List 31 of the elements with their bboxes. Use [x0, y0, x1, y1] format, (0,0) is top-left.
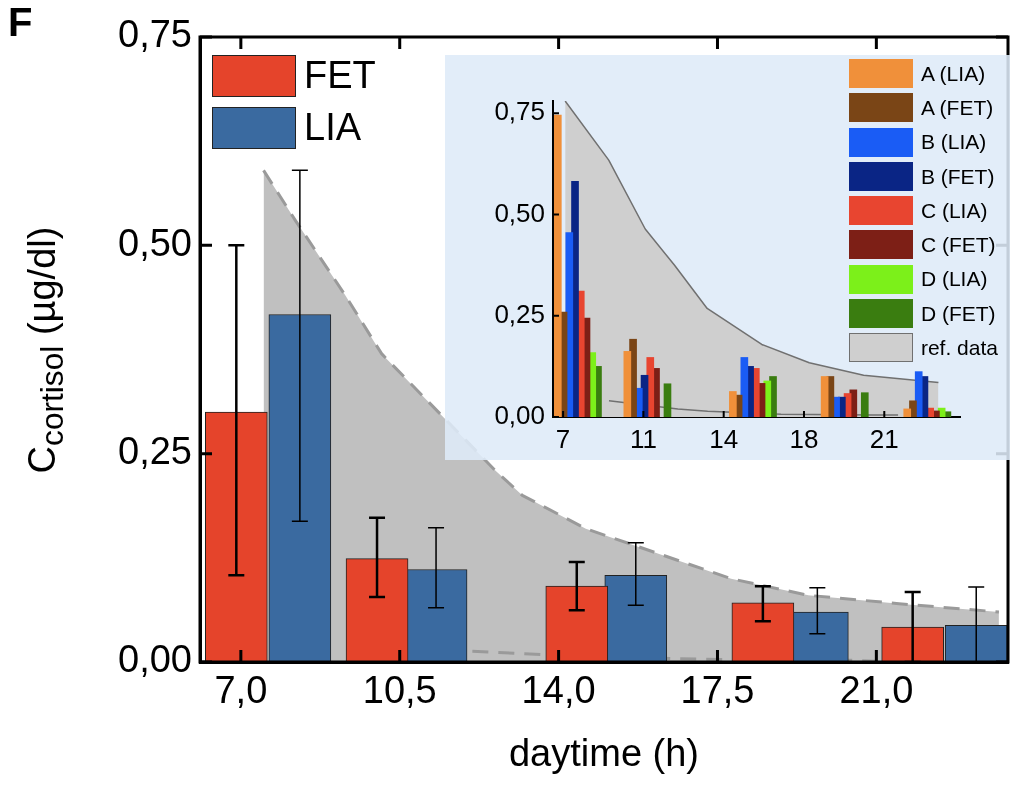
legend-label: C (LIA) [920, 198, 988, 223]
y-tick-label: 0,00 [494, 400, 545, 431]
legend-label: LIA [304, 105, 362, 149]
x-tick-label: 17,5 [680, 669, 755, 712]
y-tick-label: 0,75 [494, 96, 545, 127]
legend-label: B (FET) [920, 164, 995, 188]
legend-label: FET [304, 54, 376, 97]
y-tick-label: 0,50 [494, 197, 545, 228]
x-tick-label: 14 [709, 423, 739, 454]
legend-label: A (FET) [920, 96, 994, 120]
x-tick-label: 21 [869, 423, 899, 454]
legend-label: C (FET) [920, 233, 996, 257]
x-tick-label: 7 [555, 423, 571, 454]
x-axis-title: daytime (h) [508, 731, 700, 774]
legend-label: D (LIA) [920, 267, 988, 291]
y-tick-label: 0,00 [118, 638, 192, 681]
legend-label: D (FET) [920, 301, 996, 325]
x-tick-label: 21,0 [839, 669, 914, 712]
y-tick-label: 0,50 [118, 221, 192, 264]
x-tick-label: 14,0 [521, 669, 596, 712]
legend-label: A (LIA) [920, 61, 986, 86]
x-tick-label: 7,0 [214, 669, 268, 712]
x-tick-label: 18 [789, 423, 819, 454]
legend-label: B (LIA) [920, 130, 987, 154]
x-tick-label: 11 [629, 423, 657, 454]
y-tick-label: 0,25 [118, 430, 192, 473]
legend-label: ref. data [920, 335, 998, 360]
x-tick-label: 10,5 [362, 669, 437, 712]
text: F [8, 0, 33, 45]
y-tick-label: 0,25 [494, 298, 545, 329]
y-tick-label: 0,75 [118, 13, 192, 56]
